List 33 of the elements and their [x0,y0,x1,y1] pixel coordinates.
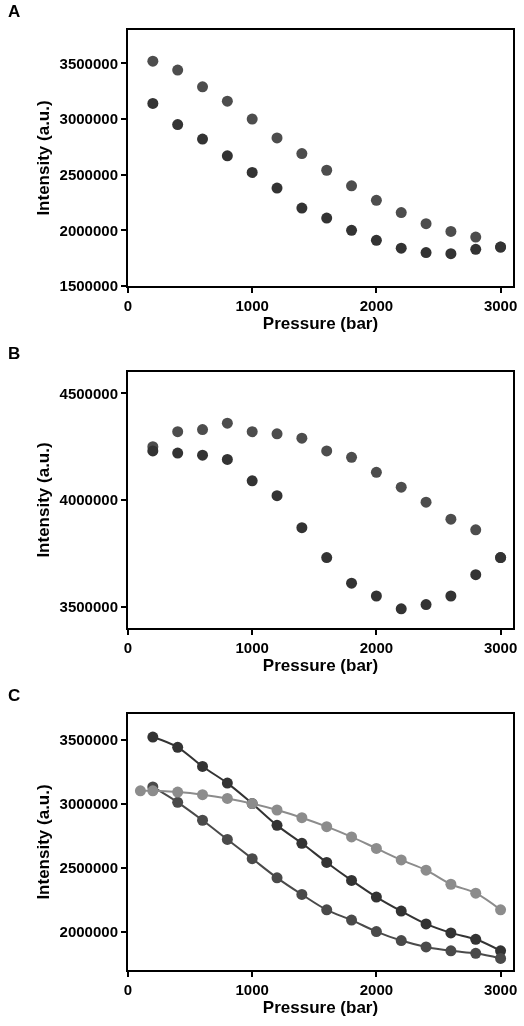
y-tick-label: 2000000 [59,922,118,940]
x-tick-label: 2000 [359,639,394,656]
y-tick-label: 1500000 [59,277,118,295]
y-tick-label: 3500000 [59,54,118,72]
x-tick-label: 0 [123,639,133,656]
chart-title: C [8,686,21,706]
chart-title: A [8,2,21,22]
x-tick-label: 3000 [483,297,518,314]
y-tick-label: 3000000 [59,794,118,812]
y-tick-label: 2500000 [59,858,118,876]
y-tick-label: 3500000 [59,597,118,615]
x-tick-label: 2000 [359,297,394,314]
y-axis-title: Intensity (a.u.) [33,784,53,900]
x-tick-label: 2000 [359,981,394,998]
y-tick-label: 3000000 [59,110,118,128]
y-tick-label: 2500000 [59,165,118,183]
y-tick-label: 2000000 [59,221,118,239]
x-tick-label: 1000 [235,297,269,314]
y-axis-title: Intensity (a.u.) [33,100,53,216]
x-tick-label: 3000 [483,981,518,998]
chart-title: B [8,344,21,364]
x-tick-label: 0 [123,297,133,314]
x-axis-title: Pressure (bar) [262,656,379,675]
x-axis-title: Pressure (bar) [262,998,379,1017]
y-axis-title: Intensity (a.u.) [33,442,53,558]
x-axis-title: Pressure (bar) [262,314,379,333]
y-tick-label: 3500000 [59,730,118,748]
y-tick-label: 4000000 [59,491,118,509]
x-tick-label: 1000 [235,981,269,998]
x-tick-label: 3000 [483,639,518,656]
y-tick-label: 4500000 [59,384,118,402]
x-tick-label: 0 [123,981,133,998]
x-tick-label: 1000 [235,639,269,656]
